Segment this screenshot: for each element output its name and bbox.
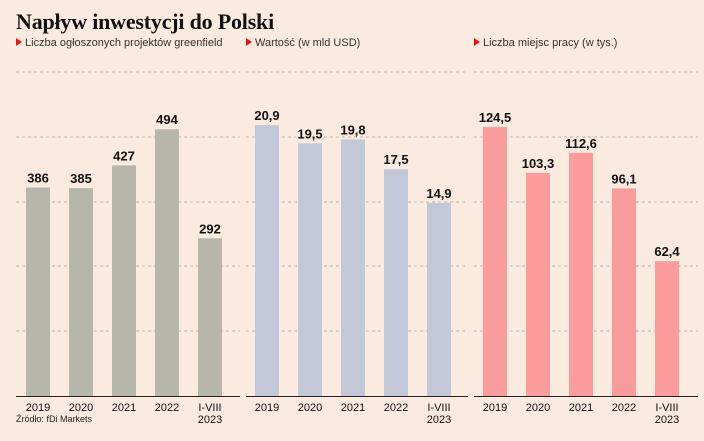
- data-label: 386: [27, 171, 49, 186]
- x-tick-label: 2023: [198, 414, 222, 426]
- bar: [655, 261, 679, 396]
- red-triangle-icon: [246, 38, 252, 46]
- x-tick-label: 2022: [612, 402, 636, 414]
- bar: [69, 188, 93, 396]
- bar: [427, 202, 451, 396]
- data-label: 96,1: [611, 171, 636, 186]
- bar: [198, 238, 222, 396]
- x-tick-label: 2023: [427, 414, 451, 426]
- bar: [298, 143, 322, 396]
- panel-subtitle-value: Wartość (w mld USD): [246, 37, 360, 49]
- x-tick-label: 2022: [155, 402, 179, 414]
- x-tick-label: 2019: [255, 402, 279, 414]
- bar: [26, 187, 50, 396]
- bar: [569, 152, 593, 396]
- bar: [483, 127, 507, 396]
- data-label: 292: [199, 221, 221, 236]
- panel-subtitle-text: Wartość (w mld USD): [255, 37, 361, 49]
- data-label: 19,5: [297, 126, 322, 141]
- panel-subtitle-jobs: Liczba miejsc pracy (w tys.): [474, 37, 617, 49]
- red-triangle-icon: [474, 38, 480, 46]
- bar: [384, 169, 408, 396]
- data-label: 124,5: [479, 110, 512, 125]
- x-tick-label: I-VIII: [427, 402, 450, 414]
- x-tick-label: I-VIII: [198, 402, 221, 414]
- data-label: 385: [70, 171, 92, 186]
- x-tick-label: 2019: [483, 402, 507, 414]
- panel-subtitle-text: Liczba ogłoszonych projektów greenfield: [25, 37, 223, 49]
- data-label: 19,8: [340, 122, 365, 137]
- x-tick-label: 2023: [655, 414, 679, 426]
- bar: [255, 125, 279, 397]
- bar: [112, 165, 136, 396]
- bar: [341, 139, 365, 396]
- data-label: 20,9: [254, 108, 279, 123]
- bar: [526, 172, 550, 396]
- x-tick-label: 2020: [69, 402, 93, 414]
- x-tick-label: 2019: [26, 402, 50, 414]
- panel-subtitle-projects: Liczba ogłoszonych projektów greenfield: [16, 37, 223, 49]
- source-note: Źródło: fDi Markets: [16, 414, 93, 424]
- x-tick-label: 2020: [298, 402, 322, 414]
- data-label: 112,6: [565, 136, 597, 151]
- data-label: 494: [156, 112, 178, 127]
- data-label: 103,3: [522, 156, 555, 171]
- x-tick-label: 2021: [112, 402, 136, 414]
- chart-title: Napływ inwestycji do Polski: [16, 9, 275, 34]
- x-tick-label: 2020: [526, 402, 550, 414]
- data-label: 62,4: [654, 244, 680, 259]
- x-tick-label: 2021: [341, 402, 365, 414]
- panel-subtitle-text: Liczba miejsc pracy (w tys.): [483, 37, 618, 49]
- data-label: 17,5: [383, 152, 408, 167]
- x-tick-label: 2021: [569, 402, 593, 414]
- data-label: 427: [113, 148, 135, 163]
- bar: [155, 129, 179, 397]
- data-label: 14,9: [426, 186, 451, 201]
- bar: [612, 188, 636, 396]
- red-triangle-icon: [16, 38, 22, 46]
- x-tick-label: 2022: [384, 402, 408, 414]
- x-tick-label: I-VIII: [655, 402, 678, 414]
